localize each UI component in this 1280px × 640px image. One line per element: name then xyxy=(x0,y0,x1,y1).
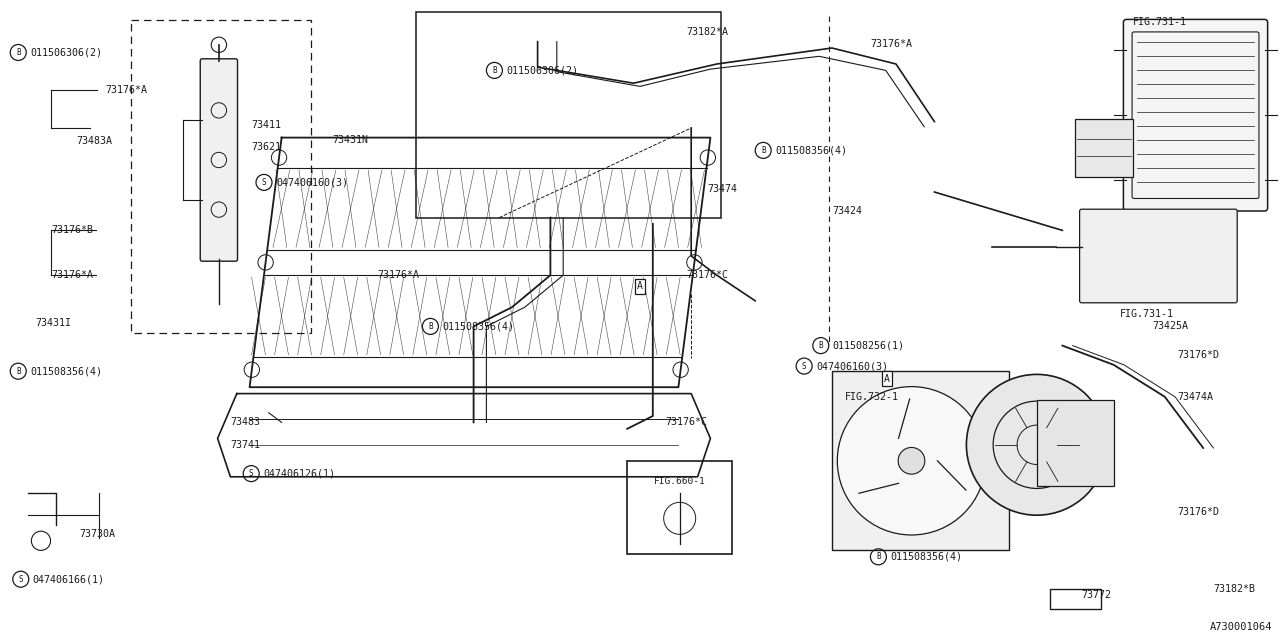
Bar xyxy=(1050,589,1101,609)
Text: 73431I: 73431I xyxy=(36,318,72,328)
Circle shape xyxy=(966,374,1107,515)
Bar xyxy=(1037,400,1114,486)
Text: 73431N: 73431N xyxy=(333,134,369,145)
Text: 73176*A: 73176*A xyxy=(51,270,93,280)
Text: S: S xyxy=(801,362,806,371)
Text: 011508356(4): 011508356(4) xyxy=(31,366,102,376)
Text: B: B xyxy=(876,552,881,561)
Text: A: A xyxy=(637,281,643,291)
Text: 73176*B: 73176*B xyxy=(51,225,93,236)
Text: 73182*A: 73182*A xyxy=(686,27,728,37)
Text: 73772: 73772 xyxy=(1082,590,1111,600)
Text: FIG.731-1: FIG.731-1 xyxy=(1133,17,1187,28)
Text: 73176*C: 73176*C xyxy=(686,270,728,280)
Text: A730001064: A730001064 xyxy=(1210,622,1272,632)
Text: 73176*A: 73176*A xyxy=(105,84,147,95)
Text: S: S xyxy=(261,178,266,187)
Text: B: B xyxy=(492,66,497,75)
FancyBboxPatch shape xyxy=(1124,19,1267,211)
Text: A: A xyxy=(884,374,890,384)
Text: 011506306(2): 011506306(2) xyxy=(31,47,102,58)
Text: FIG.732-1: FIG.732-1 xyxy=(845,392,899,402)
Text: 047406126(1): 047406126(1) xyxy=(264,468,335,479)
Text: 011508256(1): 011508256(1) xyxy=(833,340,905,351)
FancyBboxPatch shape xyxy=(1079,209,1238,303)
Text: 73483: 73483 xyxy=(230,417,260,428)
FancyBboxPatch shape xyxy=(200,59,238,261)
Text: 73176*A: 73176*A xyxy=(870,38,913,49)
Text: B: B xyxy=(15,48,20,57)
Text: 73474A: 73474A xyxy=(1178,392,1213,402)
Text: S: S xyxy=(248,469,253,478)
Bar xyxy=(832,371,1009,550)
Text: 011506306(2): 011506306(2) xyxy=(507,65,579,76)
Circle shape xyxy=(837,387,986,535)
Text: 73474: 73474 xyxy=(708,184,737,194)
Text: B: B xyxy=(818,341,823,350)
Text: 73424: 73424 xyxy=(832,206,861,216)
Text: 73483A: 73483A xyxy=(77,136,113,146)
Text: 73741: 73741 xyxy=(230,440,260,450)
Text: B: B xyxy=(15,367,20,376)
Text: 73176*C: 73176*C xyxy=(666,417,708,428)
Text: S: S xyxy=(18,575,23,584)
Text: 73176*A: 73176*A xyxy=(378,270,420,280)
Text: FIG.660-1: FIG.660-1 xyxy=(654,477,705,486)
Text: 011508356(4): 011508356(4) xyxy=(776,145,847,156)
Text: 73176*D: 73176*D xyxy=(1178,350,1220,360)
Bar xyxy=(416,12,721,218)
Circle shape xyxy=(899,447,925,474)
Bar xyxy=(131,20,311,333)
Text: 73425A: 73425A xyxy=(1152,321,1188,332)
Text: FIG.731-1: FIG.731-1 xyxy=(1120,308,1174,319)
Text: 73730A: 73730A xyxy=(79,529,115,540)
Text: 047406160(3): 047406160(3) xyxy=(276,177,348,188)
Text: 011508356(4): 011508356(4) xyxy=(443,321,515,332)
Text: 73411: 73411 xyxy=(251,120,280,130)
Text: B: B xyxy=(760,146,765,155)
Text: 047406160(3): 047406160(3) xyxy=(817,361,888,371)
Bar xyxy=(1075,119,1133,177)
Text: 047406166(1): 047406166(1) xyxy=(33,574,105,584)
Text: 011508356(4): 011508356(4) xyxy=(891,552,963,562)
Text: 73176*D: 73176*D xyxy=(1178,507,1220,517)
Text: B: B xyxy=(428,322,433,331)
Bar xyxy=(627,461,732,554)
Text: 73621: 73621 xyxy=(251,142,280,152)
Text: 73182*B: 73182*B xyxy=(1213,584,1256,594)
